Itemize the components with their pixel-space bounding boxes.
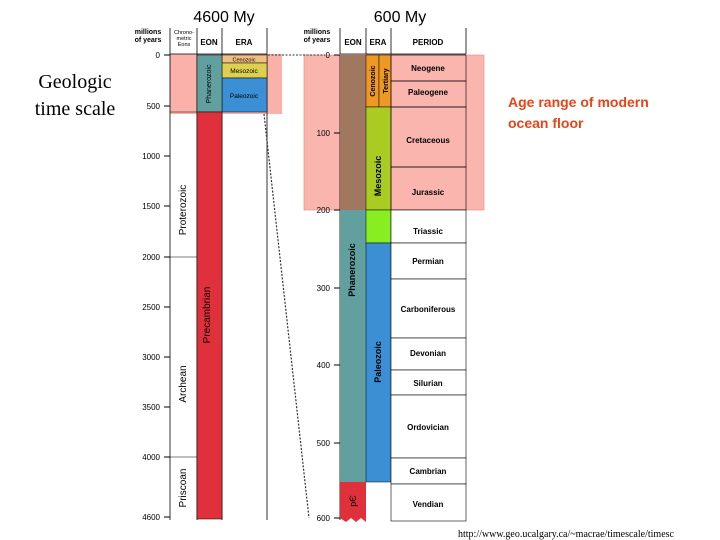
right-era-mesozoic-block	[365, 106, 392, 211]
right-era-triassic-block	[365, 209, 392, 244]
period-ordovician: Ordovician	[407, 423, 449, 432]
chrono-proterozoic: Proterozoic	[178, 185, 189, 236]
title-600-my: 600 My	[374, 9, 426, 26]
right-periods: Neogene Paleogene Cretaceous Jurassic Tr…	[390, 54, 467, 522]
period-permian: Permian	[412, 257, 444, 266]
left-tick-label: 0	[156, 51, 161, 60]
left-era-mesozoic: Mesozoic	[230, 68, 258, 75]
period-carboniferous: Carboniferous	[401, 305, 456, 314]
period-cretaceous: Cretaceous	[406, 136, 450, 145]
left-tick-label: 4600	[142, 513, 160, 522]
title-4600-my: 4600 My	[193, 9, 254, 26]
period-vendian: Vendian	[413, 500, 444, 509]
right-eon-upper-block	[340, 55, 366, 210]
left-tick-label: 4000	[142, 453, 160, 462]
left-era-paleozoic-block	[221, 77, 268, 113]
left-header-era: ERA	[236, 38, 253, 47]
left-era-cenozoic: Cenozoic	[233, 58, 256, 64]
chrono-archean: Archean	[178, 365, 189, 402]
left-header-chrono: Chrono-metric Eons	[174, 30, 194, 48]
right-ocean-highlight	[303, 54, 485, 211]
right-eon-phanerozoic: Phanerozoic	[347, 243, 357, 297]
left-eon-phanerozoic: Phanerozoic	[206, 64, 213, 103]
source-url: http://www.geo.ucalgary.ca/~macrae/times…	[458, 529, 675, 540]
right-header-age: millions of years	[304, 29, 331, 44]
right-tick-label: 400	[317, 361, 331, 370]
left-tick-label: 500	[147, 102, 161, 111]
left-tick-label: 3500	[142, 403, 160, 412]
right-tertiary: Tertiary	[383, 68, 390, 93]
right-tick-label: 100	[317, 129, 331, 138]
right-tick-label: 600	[317, 514, 331, 523]
note-line2: ocean floor	[508, 115, 584, 131]
right-ticks: 0 100 200 300 400 500 600	[317, 51, 340, 523]
side-title-line2: time scale	[35, 98, 116, 120]
right-tick-label: 500	[317, 439, 331, 448]
right-header-eon: EON	[344, 38, 362, 47]
left-header-eon: EON	[200, 38, 218, 47]
chrono-priscoan: Priscoan	[178, 469, 189, 508]
right-era-cenozoic: Cenozoic	[370, 65, 377, 96]
side-title-line1: Geologic	[38, 71, 111, 93]
period-devonian: Devonian	[410, 349, 446, 358]
left-scale: millions of years Chrono-metric Eons EON E…	[135, 28, 268, 522]
left-era-paleozoic: Paleozoic	[230, 93, 259, 100]
period-triassic: Triassic	[413, 227, 443, 236]
period-paleogene: Paleogene	[408, 88, 449, 97]
right-header-period: PERIOD	[413, 38, 444, 47]
right-tick-label: 200	[317, 206, 331, 215]
right-tick-label: 0	[326, 51, 331, 60]
period-jurassic: Jurassic	[412, 188, 445, 197]
left-tick-label: 2000	[142, 253, 160, 262]
right-tick-label: 300	[317, 284, 331, 293]
period-neogene: Neogene	[411, 64, 445, 73]
right-eon-precambrian-block	[340, 482, 366, 522]
left-eon-precambrian: Precambrian	[202, 287, 213, 344]
right-eon-pc: pЄ	[348, 495, 358, 507]
left-header-age: millions of years	[135, 29, 162, 44]
left-tick-label: 3000	[142, 353, 160, 362]
left-eon-phanerozoic-block	[196, 54, 223, 113]
left-tick-label: 1500	[142, 202, 160, 211]
right-era-mesozoic: Mesozoic	[373, 156, 383, 197]
left-tick-label: 1000	[142, 152, 160, 161]
period-cambrian: Cambrian	[410, 467, 447, 476]
left-eon-precambrian-block	[196, 111, 223, 520]
left-ticks: 0 500 1000 1500 2000 2500 3000 3500 4000…	[142, 51, 170, 522]
right-scale: millions of years EON ERA PERIOD Phaneroz…	[304, 28, 467, 523]
left-tick-label: 2500	[142, 303, 160, 312]
right-eon-phanerozoic-block	[340, 210, 366, 482]
note-line1: Age range of modern	[508, 94, 649, 110]
right-era-paleozoic: Paleozoic	[373, 341, 383, 383]
period-silurian: Silurian	[413, 379, 442, 388]
connector-bottom	[263, 113, 310, 519]
right-header-era: ERA	[370, 38, 387, 47]
